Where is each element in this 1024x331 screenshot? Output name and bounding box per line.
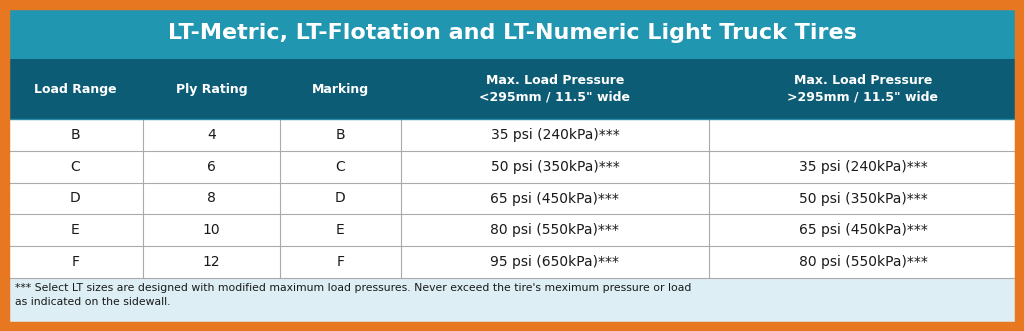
- Text: Ply Rating: Ply Rating: [176, 82, 248, 96]
- Text: 65 psi (450kPa)***: 65 psi (450kPa)***: [490, 192, 620, 206]
- Text: 80 psi (550kPa)***: 80 psi (550kPa)***: [799, 255, 928, 269]
- Text: B: B: [71, 128, 80, 142]
- Text: 35 psi (240kPa)***: 35 psi (240kPa)***: [799, 160, 928, 174]
- Text: C: C: [336, 160, 345, 174]
- Text: 6: 6: [207, 160, 216, 174]
- Text: 80 psi (550kPa)***: 80 psi (550kPa)***: [490, 223, 620, 237]
- Text: Marking: Marking: [311, 82, 369, 96]
- Text: 10: 10: [203, 223, 220, 237]
- Bar: [7, 278, 1017, 324]
- Text: 4: 4: [207, 128, 216, 142]
- Text: B: B: [336, 128, 345, 142]
- Bar: [7, 7, 1017, 59]
- Text: 50 psi (350kPa)***: 50 psi (350kPa)***: [490, 160, 620, 174]
- Text: Load Range: Load Range: [34, 82, 117, 96]
- Text: F: F: [72, 255, 79, 269]
- Text: F: F: [336, 255, 344, 269]
- Text: *** Select LT sizes are designed with modified maximum load pressures. Never exc: *** Select LT sizes are designed with mo…: [15, 283, 691, 307]
- Bar: [7, 59, 1017, 119]
- Text: D: D: [70, 192, 81, 206]
- Text: 50 psi (350kPa)***: 50 psi (350kPa)***: [799, 192, 928, 206]
- Text: 65 psi (450kPa)***: 65 psi (450kPa)***: [799, 223, 928, 237]
- Text: 8: 8: [207, 192, 216, 206]
- Text: Max. Load Pressure
<295mm / 11.5" wide: Max. Load Pressure <295mm / 11.5" wide: [479, 74, 631, 104]
- Text: 35 psi (240kPa)***: 35 psi (240kPa)***: [490, 128, 620, 142]
- Text: E: E: [336, 223, 345, 237]
- Text: E: E: [71, 223, 80, 237]
- Text: Max. Load Pressure
>295mm / 11.5" wide: Max. Load Pressure >295mm / 11.5" wide: [787, 74, 938, 104]
- Text: D: D: [335, 192, 346, 206]
- Text: 12: 12: [203, 255, 220, 269]
- Text: LT-Metric, LT-Flotation and LT-Numeric Light Truck Tires: LT-Metric, LT-Flotation and LT-Numeric L…: [168, 23, 856, 43]
- Text: 95 psi (650kPa)***: 95 psi (650kPa)***: [490, 255, 620, 269]
- Text: C: C: [71, 160, 80, 174]
- Bar: [7, 119, 1017, 278]
